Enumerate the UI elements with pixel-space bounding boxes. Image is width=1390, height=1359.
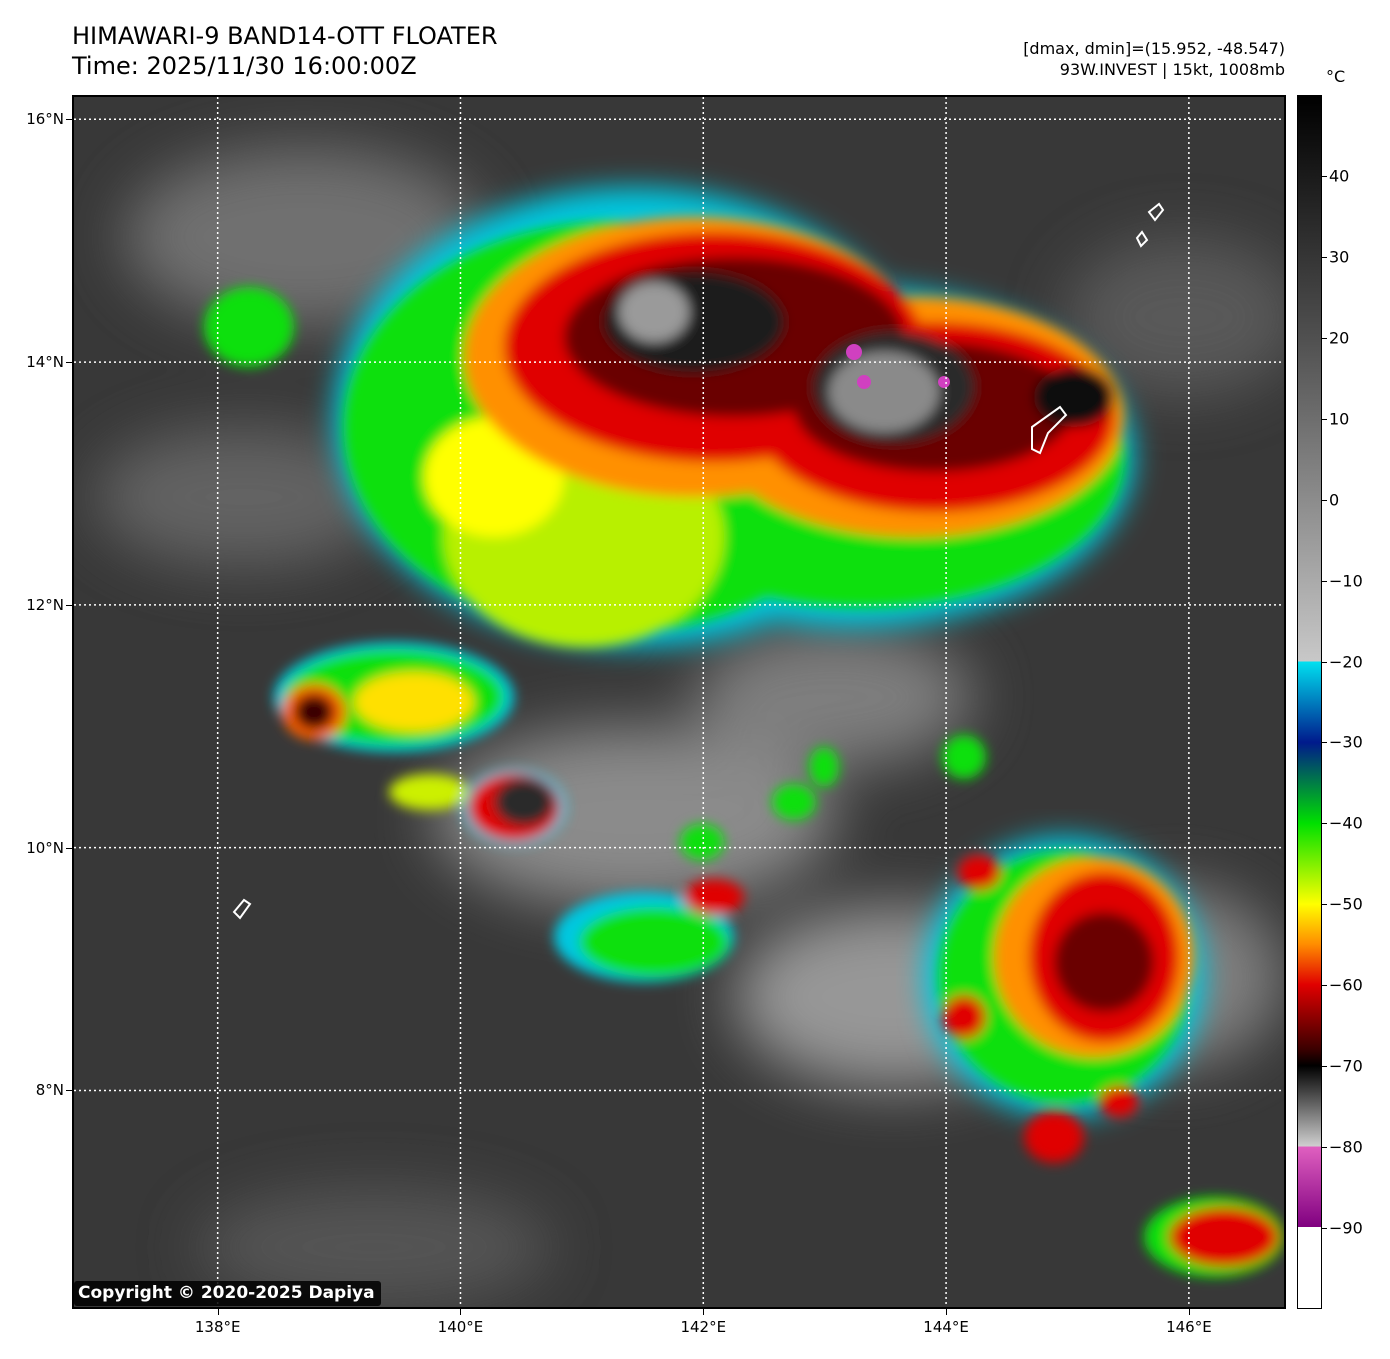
lon-tick [946,1309,948,1315]
lat-label: 12°N [26,595,64,614]
lat-label: 14°N [26,353,64,372]
lon-tick [703,1309,705,1315]
lon-tick [1188,1309,1190,1315]
colorbar-label: 30 [1329,247,1350,267]
dmax-dmin-readout: [dmax, dmin]=(15.952, -48.547) [1023,39,1285,58]
colorbar-unit: °C [1326,67,1346,86]
colorbar-tick [1322,1228,1327,1230]
colorbar-label: 20 [1329,328,1350,348]
satellite-image-map[interactable] [72,95,1286,1309]
product-title: HIMAWARI-9 BAND14-OTT FLOATER [72,22,498,50]
lat-label: 10°N [26,838,64,857]
colorbar-tick [1322,1147,1327,1149]
colorbar-tick [1322,1066,1327,1068]
colorbar-tick [1322,418,1327,420]
lat-tick [66,119,72,121]
cloud-imagery [74,97,1284,1307]
colorbar-label: 10 [1329,409,1350,429]
colorbar-label: −40 [1329,813,1363,833]
colorbar-tick [1322,499,1327,501]
colorbar-label: −90 [1329,1218,1363,1238]
lon-label: 146°E [1166,1318,1212,1336]
colorbar-label: −70 [1329,1056,1363,1076]
lat-tick [66,1090,72,1092]
storm-info: 93W.INVEST | 15kt, 1008mb [1059,60,1285,79]
colorbar-tick [1322,904,1327,906]
timestamp: Time: 2025/11/30 16:00:00Z [72,52,417,80]
colorbar-label: 0 [1329,490,1340,510]
colorbar-label: −80 [1329,1137,1363,1157]
lon-label: 140°E [437,1318,484,1336]
colorbar-tick [1322,337,1327,339]
copyright-label: Copyright © 2020-2025 Dapiya [74,1281,381,1306]
colorbar-label: −10 [1329,571,1363,591]
colorbar-label: 40 [1329,166,1350,186]
lat-label: 8°N [35,1081,64,1100]
lon-label: 142°E [680,1318,727,1336]
colorbar-label: −30 [1329,732,1363,752]
lat-tick [66,604,72,606]
lon-label: 144°E [923,1318,969,1336]
colorbar-label: −60 [1329,975,1363,995]
colorbar-label: −20 [1329,652,1363,672]
lon-tick [217,1309,219,1315]
colorbar-tick [1322,661,1327,663]
colorbar-tick [1322,742,1327,744]
colorbar-label: −50 [1329,894,1363,914]
colorbar-tick [1322,985,1327,987]
colorbar [1297,95,1322,1309]
colorbar-tick [1322,256,1327,258]
colorbar-tick [1322,823,1327,825]
colorbar-tick [1322,580,1327,582]
lon-tick [460,1309,462,1315]
lat-label: 16°N [26,110,64,129]
lon-label: 138°E [194,1318,241,1336]
lat-tick [66,847,72,849]
lat-tick [66,362,72,364]
colorbar-tick [1322,175,1327,177]
